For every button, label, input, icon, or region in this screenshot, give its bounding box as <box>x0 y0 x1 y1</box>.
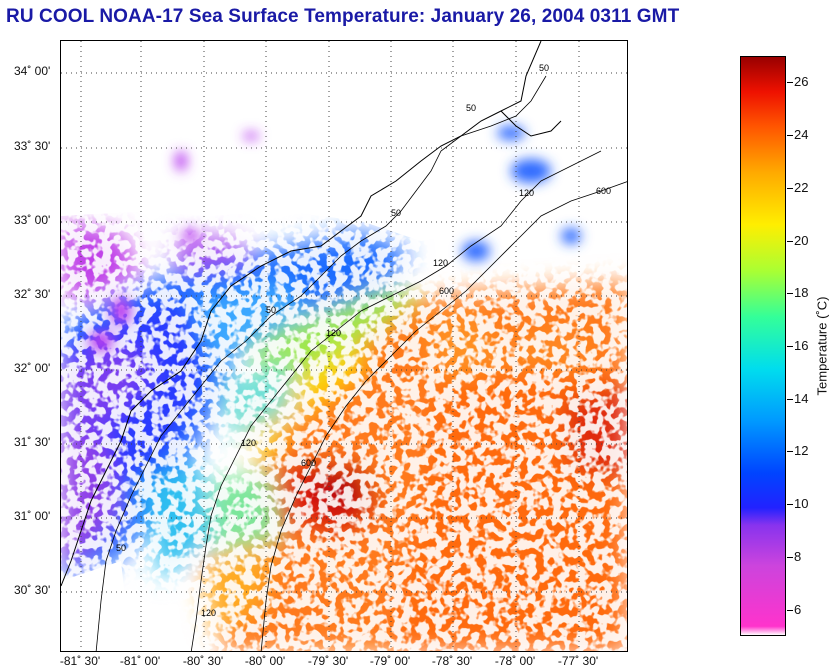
coastline <box>61 41 562 587</box>
sst-map-canvas: 50 50 50 50 120 120 120 120 600 600 600 … <box>61 41 627 651</box>
svg-text:50: 50 <box>391 208 401 218</box>
colorbar-tick-label: 18 <box>794 285 809 300</box>
colorbar-tick-label: 14 <box>794 391 809 406</box>
svg-text:600: 600 <box>439 286 454 296</box>
svg-text:120: 120 <box>241 438 256 448</box>
colorbar-tick-label: 20 <box>794 233 809 248</box>
svg-text:50: 50 <box>266 305 276 315</box>
lat-label: 33˚ 30' <box>14 139 51 153</box>
colorbar-tick <box>787 504 793 505</box>
colorbar-tick-label: 24 <box>794 127 809 142</box>
lon-label: -80˚ 00' <box>244 654 286 668</box>
svg-text:600: 600 <box>596 186 611 196</box>
lat-label: 32˚ 00' <box>14 361 51 375</box>
colorbar-tick <box>787 557 793 558</box>
colorbar-tick <box>787 293 793 294</box>
svg-text:120: 120 <box>201 608 216 618</box>
sst-map[interactable]: 50 50 50 50 120 120 120 120 600 600 600 … <box>60 40 628 652</box>
colorbar-tick <box>787 241 793 242</box>
svg-text:600: 600 <box>301 458 316 468</box>
svg-text:120: 120 <box>326 328 341 338</box>
lon-label: -77˚ 30' <box>557 654 599 668</box>
colorbar-tick <box>787 188 793 189</box>
isobath-120 <box>190 150 602 651</box>
colorbar-tick-label: 10 <box>794 496 809 511</box>
lon-label: -78˚ 00' <box>494 654 536 668</box>
lon-label: -81˚ 30' <box>59 654 101 668</box>
map-title: RU COOL NOAA-17 Sea Surface Temperature:… <box>6 6 680 27</box>
colorbar-tick <box>787 610 793 611</box>
colorbar-tick-label: 12 <box>794 443 809 458</box>
temperature-colorbar <box>740 56 786 636</box>
isobath-50 <box>95 75 547 651</box>
colorbar-tick <box>787 346 793 347</box>
sst-field <box>61 41 627 651</box>
colorbar-tick-label: 8 <box>794 549 802 564</box>
svg-text:50: 50 <box>539 63 549 73</box>
lat-label: 31˚ 30' <box>14 435 51 449</box>
colorbar-tick-label: 22 <box>794 180 809 195</box>
colorbar-tick <box>787 399 793 400</box>
lat-label: 31˚ 00' <box>14 509 51 523</box>
colorbar-tick-label: 16 <box>794 338 809 353</box>
lon-label: -80˚ 30' <box>182 654 224 668</box>
lat-label: 33˚ 00' <box>14 213 51 227</box>
lon-label: -79˚ 30' <box>307 654 349 668</box>
lat-label: 32˚ 30' <box>14 287 51 301</box>
svg-text:50: 50 <box>466 103 476 113</box>
colorbar-title: Temperature (˚C) <box>814 296 830 396</box>
svg-text:120: 120 <box>433 258 448 268</box>
colorbar-tick <box>787 135 793 136</box>
svg-text:50: 50 <box>116 543 126 553</box>
svg-text:120: 120 <box>519 188 534 198</box>
colorbar-tick-label: 26 <box>794 74 809 89</box>
lon-label: -79˚ 00' <box>369 654 411 668</box>
isobath-labels: 50 50 50 50 120 120 120 120 600 600 600 … <box>116 63 611 618</box>
lat-label: 30˚ 30' <box>14 583 51 597</box>
lon-label: -81˚ 00' <box>119 654 161 668</box>
colorbar-tick <box>787 451 793 452</box>
lon-label: -78˚ 30' <box>431 654 473 668</box>
colorbar-tick <box>787 82 793 83</box>
isobath-600 <box>260 181 627 651</box>
graticule <box>61 41 627 651</box>
colorbar-tick-label: 6 <box>794 602 802 617</box>
lat-label: 34˚ 00' <box>14 64 51 78</box>
